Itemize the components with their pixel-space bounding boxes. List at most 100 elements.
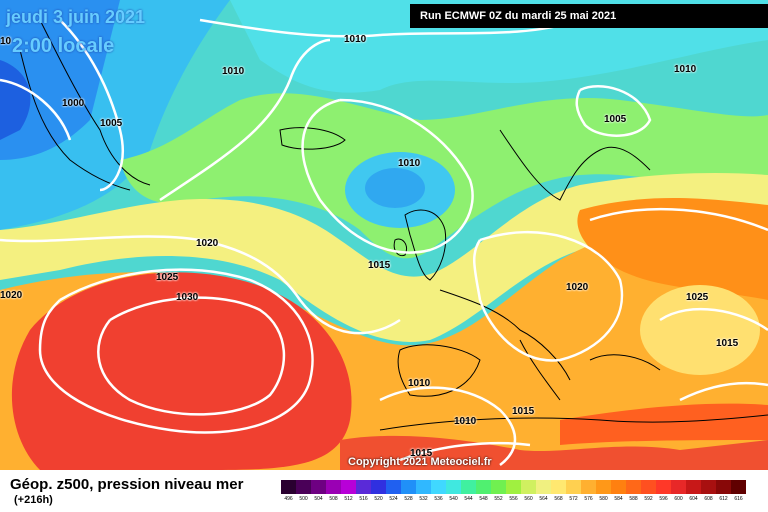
scale-label: 604 bbox=[689, 496, 698, 502]
isobar-label: 1005 bbox=[100, 118, 123, 129]
scale-swatch bbox=[326, 480, 341, 494]
scale-label: 612 bbox=[719, 496, 728, 502]
run-label: Run ECMWF 0Z du mardi 25 mai 2021 bbox=[410, 4, 768, 28]
scale-swatch bbox=[611, 480, 626, 494]
isobar-1025 bbox=[38, 268, 314, 434]
isobar-1010-spain bbox=[379, 386, 517, 466]
geopotential-field bbox=[0, 0, 768, 470]
isobar-1025-east bbox=[589, 207, 768, 232]
scale-label: 512 bbox=[344, 496, 353, 502]
map-area: 1010 1010 1010 1005 1000 1005 1010 1015 … bbox=[0, 0, 768, 470]
isobar-label: 1020 bbox=[0, 290, 23, 301]
coastlines bbox=[19, 19, 768, 431]
scale-swatch bbox=[701, 480, 716, 494]
scale-swatch bbox=[356, 480, 371, 494]
cold-zone-greenland bbox=[0, 0, 120, 160]
coast-greenland-east bbox=[39, 19, 151, 186]
scale-swatch bbox=[551, 480, 566, 494]
warm-zone-south bbox=[340, 435, 768, 470]
coast-scandinavia bbox=[499, 129, 651, 201]
coast-ireland bbox=[393, 238, 408, 257]
scale-swatch bbox=[641, 480, 656, 494]
scale-label: 548 bbox=[479, 496, 488, 502]
isobar-label: 1010 bbox=[674, 64, 697, 75]
scale-swatch bbox=[296, 480, 311, 494]
isobar-label: 1030 bbox=[176, 292, 199, 303]
scale-swatch bbox=[626, 480, 641, 494]
cold-core-greenland bbox=[0, 60, 31, 140]
scale-label: 600 bbox=[674, 496, 683, 502]
isobar-label: 1020 bbox=[196, 238, 219, 249]
scale-swatch bbox=[596, 480, 611, 494]
isobars bbox=[0, 18, 768, 466]
scale-swatch bbox=[446, 480, 461, 494]
isobar-1000 bbox=[0, 78, 72, 141]
scale-swatch bbox=[416, 480, 431, 494]
scale-label: 552 bbox=[494, 496, 503, 502]
scale-swatch bbox=[281, 480, 296, 494]
scale-swatch bbox=[566, 480, 581, 494]
warm-ridge-east bbox=[577, 198, 768, 300]
color-scale: 496 500 504 508 512 516 520 524 528 532 536 540 544 5… bbox=[281, 480, 755, 504]
isobar-1010-uk bbox=[301, 98, 474, 254]
scale-swatch bbox=[671, 480, 686, 494]
isobar-label: 1010 bbox=[408, 378, 431, 389]
scale-label: 500 bbox=[299, 496, 308, 502]
isobar-label: 1015 bbox=[716, 338, 739, 349]
isobar-1020-atlantic bbox=[0, 235, 401, 335]
scale-label: 572 bbox=[569, 496, 578, 502]
scale-label: 616 bbox=[734, 496, 743, 502]
scale-label: 584 bbox=[614, 496, 623, 502]
coast-north-africa bbox=[379, 414, 768, 431]
scale-label: 556 bbox=[509, 496, 518, 502]
scale-swatch bbox=[686, 480, 701, 494]
scale-label: 528 bbox=[404, 496, 413, 502]
weak-zone-east bbox=[640, 285, 760, 375]
scale-swatch bbox=[731, 480, 746, 494]
isobar-1015-atlantic bbox=[159, 38, 331, 202]
high-core-azores bbox=[11, 272, 352, 470]
scale-label: 564 bbox=[539, 496, 548, 502]
coast-balkans bbox=[589, 354, 661, 371]
isobar-label: 1025 bbox=[156, 272, 179, 283]
isobar-1005-west bbox=[59, 19, 124, 192]
isobar-label: 1010 bbox=[344, 34, 367, 45]
scale-swatch bbox=[476, 480, 491, 494]
scale-label: 540 bbox=[449, 496, 458, 502]
yellow-band bbox=[0, 173, 768, 342]
isobar-label: 1015 bbox=[512, 406, 535, 417]
copyright: Copyright 2021 Meteociel.fr bbox=[348, 456, 492, 468]
scale-label: 504 bbox=[314, 496, 323, 502]
isobar-label: 1000 bbox=[62, 98, 85, 109]
scale-label: 580 bbox=[599, 496, 608, 502]
scale-label: 544 bbox=[464, 496, 473, 502]
scale-label: 520 bbox=[374, 496, 383, 502]
isobar-label: 1010 bbox=[222, 66, 245, 77]
legend-footer: Géop. z500, pression niveau mer (+216h) … bbox=[0, 470, 768, 512]
low-uk-core bbox=[365, 168, 425, 208]
isobar-1015-south bbox=[399, 441, 531, 462]
scale-label: 576 bbox=[584, 496, 593, 502]
isobar-1015-southeast bbox=[679, 381, 768, 402]
isobar-1005-scandinavia bbox=[575, 85, 652, 137]
isobar-1010-north bbox=[199, 18, 581, 38]
scale-label: 596 bbox=[659, 496, 668, 502]
isobar-label: 1015 bbox=[368, 260, 391, 271]
isobar-label: 1005 bbox=[604, 114, 627, 125]
scale-swatch bbox=[431, 480, 446, 494]
isobar-label: 1010 bbox=[398, 158, 421, 169]
coast-greenland-west bbox=[19, 49, 131, 191]
scale-swatch bbox=[371, 480, 386, 494]
scale-swatch bbox=[506, 480, 521, 494]
scale-label: 568 bbox=[554, 496, 563, 502]
scale-label: 536 bbox=[434, 496, 443, 502]
isobar-label: 1020 bbox=[566, 282, 589, 293]
scale-label: 508 bbox=[329, 496, 338, 502]
coast-iberia bbox=[397, 344, 481, 397]
scale-label: 496 bbox=[284, 496, 293, 502]
isobar-label: 1025 bbox=[686, 292, 709, 303]
valid-time: 2:00 locale bbox=[12, 35, 115, 57]
coast-britain bbox=[404, 209, 447, 281]
scale-label: 532 bbox=[419, 496, 428, 502]
